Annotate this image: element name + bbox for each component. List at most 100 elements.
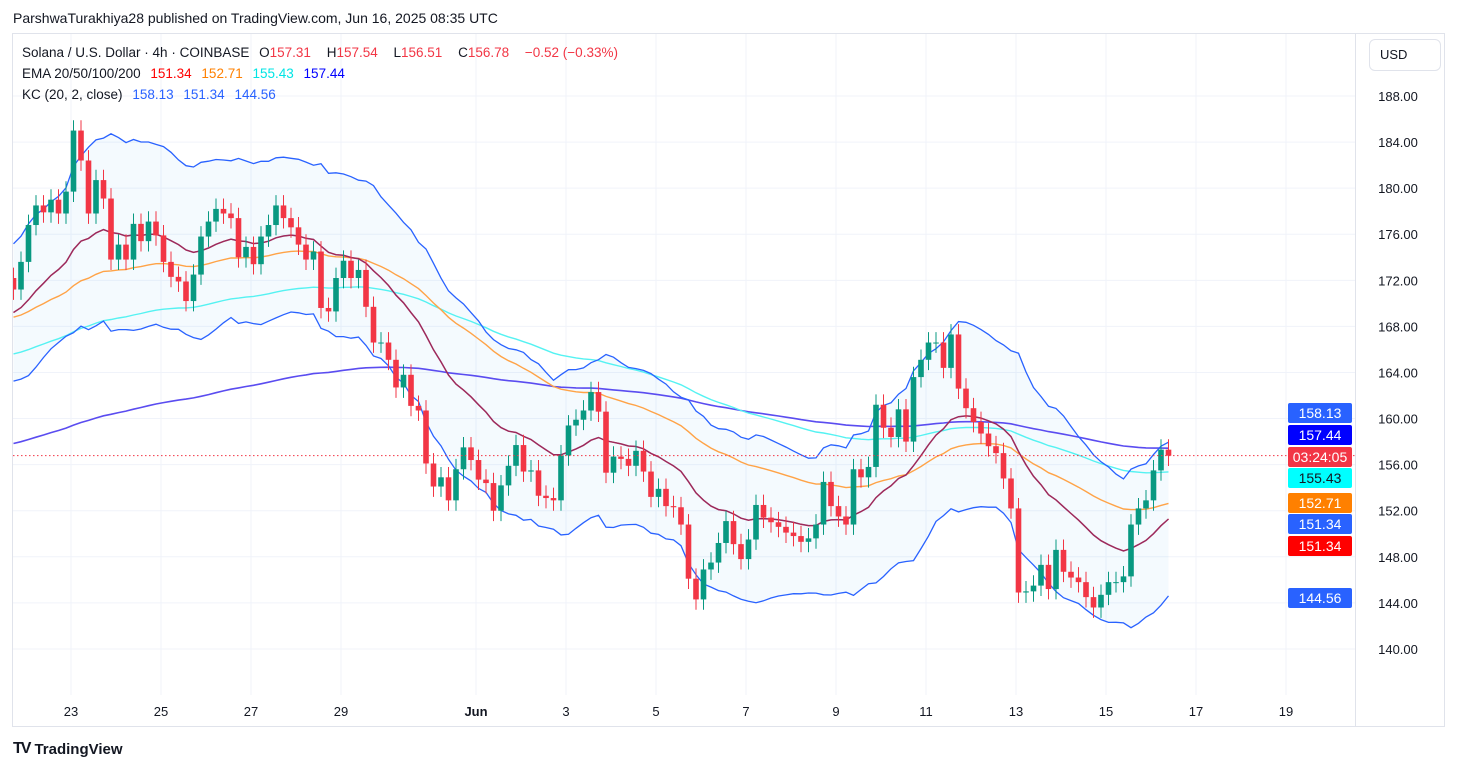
candle (318, 241, 324, 319)
candle (580, 400, 587, 431)
candle (295, 216, 302, 255)
candle-body (430, 463, 437, 487)
candle (1090, 586, 1097, 618)
candle-body (985, 433, 992, 447)
candle-body (970, 408, 977, 423)
candle-body (175, 276, 182, 282)
candle-body (25, 225, 32, 262)
candle (205, 211, 212, 247)
candle (265, 214, 272, 247)
candle (678, 496, 684, 535)
candle-body (963, 388, 969, 409)
candle-body (213, 208, 219, 222)
candle-body (603, 411, 609, 473)
candle (1045, 554, 1052, 600)
candle-body (783, 526, 789, 533)
candle (355, 259, 362, 289)
symbol-title[interactable]: Solana / U.S. Dollar · 4h · COINBASE (22, 45, 250, 60)
candle-body (655, 488, 662, 497)
candle (813, 514, 819, 549)
candle (618, 446, 624, 470)
candle (190, 264, 197, 312)
candle-body (873, 404, 879, 467)
candle-body (453, 469, 459, 501)
candle (918, 349, 924, 388)
candle (130, 213, 137, 270)
date-tick-label: 11 (919, 704, 933, 719)
candle (108, 188, 114, 270)
candle-body (835, 506, 842, 517)
candle (1143, 489, 1149, 519)
candle-body (333, 278, 339, 312)
candle (1075, 567, 1082, 593)
candle (220, 198, 227, 224)
candle (970, 397, 977, 433)
candle (535, 460, 542, 507)
candle-body (385, 342, 392, 360)
tradingview-footer[interactable]: TV TradingView (13, 740, 123, 758)
candle-body (558, 455, 564, 501)
candle (588, 381, 594, 421)
candle (1083, 571, 1089, 608)
candle-body (168, 261, 174, 277)
candle-body (1150, 470, 1157, 501)
ema-label[interactable]: EMA 20/50/100/200 (22, 66, 141, 81)
candle-body (205, 221, 212, 237)
candle-body (1000, 453, 1007, 479)
ema100-value: 155.43 (252, 66, 294, 81)
currency-button[interactable]: USD (1369, 39, 1441, 71)
candle-body (153, 221, 159, 236)
price-axis-value-label: 152.71 (1288, 493, 1352, 513)
candle (783, 516, 789, 543)
candle-body (528, 470, 534, 472)
candle-body (123, 244, 129, 260)
candle (565, 415, 572, 466)
candle-body (130, 223, 137, 260)
candle-body (888, 427, 894, 437)
candle (175, 266, 182, 292)
candle-body (1105, 582, 1112, 595)
date-tick-label: 15 (1099, 704, 1113, 719)
candle (708, 552, 714, 580)
candle (258, 226, 264, 275)
candle (100, 169, 107, 209)
candle-body (1053, 549, 1059, 590)
candle (775, 511, 782, 538)
candle-body (865, 466, 872, 478)
kc-label[interactable]: KC (20, 2, close) (22, 87, 123, 102)
candle (18, 251, 24, 300)
candle-body (813, 524, 819, 539)
candle-body (828, 481, 834, 507)
candle-body (273, 205, 279, 226)
candle-body (498, 485, 504, 511)
candle (663, 478, 669, 517)
candle-body (78, 130, 84, 161)
candle (183, 271, 189, 312)
candle-body (318, 251, 324, 308)
candle-body (535, 470, 542, 496)
candle (955, 324, 962, 399)
candle (1098, 584, 1104, 618)
candle (48, 189, 54, 223)
candle-body (40, 205, 47, 213)
candle-body (145, 221, 152, 242)
candle (1135, 498, 1142, 535)
candle-body (1023, 591, 1029, 593)
ema-legend: EMA 20/50/100/200 151.34 152.71 155.43 1… (22, 66, 351, 81)
plot-area (13, 34, 1355, 695)
candle-body (625, 458, 632, 466)
candle-body (258, 236, 264, 265)
candle-body (228, 213, 234, 219)
candle (340, 250, 347, 289)
price-axis-value-label: 144.56 (1288, 588, 1352, 608)
candle-body (340, 260, 347, 279)
candle (1068, 561, 1074, 588)
candle-body (1135, 508, 1142, 525)
candle-body (753, 504, 759, 540)
ema20-value: 151.34 (150, 66, 192, 81)
candle (978, 411, 984, 444)
candle (768, 507, 774, 533)
candle (25, 214, 32, 273)
candle (790, 522, 797, 547)
